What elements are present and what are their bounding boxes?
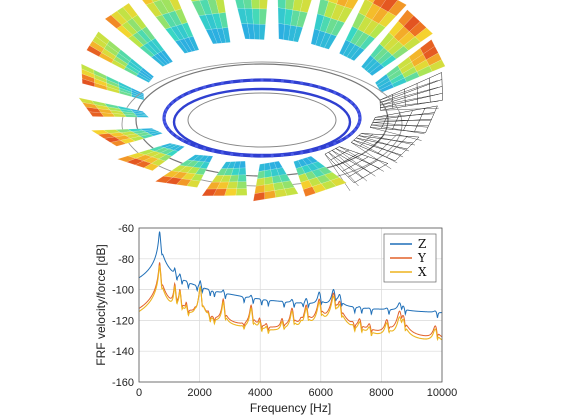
- blade: [116, 142, 186, 171]
- y-tick-label: -140: [112, 346, 134, 358]
- y-axis-ticks: -60 -80 -100 -120 -140 -160: [112, 223, 134, 389]
- blade: [78, 97, 150, 118]
- x-tick-label: 8000: [369, 387, 393, 399]
- blade: [361, 9, 434, 76]
- blade: [324, 146, 388, 191]
- plot-frame: [138, 227, 443, 383]
- y-tick-label: -120: [112, 315, 134, 327]
- legend-label-z: Z: [418, 237, 426, 251]
- legend-label-x: X: [418, 265, 427, 279]
- y-tick-label: -100: [112, 285, 134, 297]
- blade: [253, 160, 299, 202]
- x-axis-label: Frequency [Hz]: [250, 401, 331, 415]
- x-tick-label: 4000: [248, 387, 272, 399]
- blade: [293, 155, 347, 197]
- y-tick-label: -160: [112, 377, 134, 389]
- legend: ZYX: [383, 233, 437, 283]
- x-tick-label: 2000: [187, 387, 211, 399]
- series-y-line: [138, 262, 443, 339]
- blade: [154, 154, 214, 188]
- blade: [141, 0, 200, 54]
- blade: [201, 160, 248, 197]
- x-tick-label: 10000: [427, 387, 458, 399]
- blade: [277, 0, 312, 43]
- blade: [86, 31, 155, 83]
- y-tick-label: -80: [118, 254, 134, 266]
- y-tick-label: -60: [118, 223, 134, 235]
- blade: [351, 133, 420, 170]
- blade: [379, 72, 443, 111]
- blade: [369, 105, 438, 141]
- blade-wheel-mode-shape: [78, 0, 446, 202]
- x-axis-ticks: 0 2000 4000 6000 8000 10000: [136, 387, 457, 399]
- legend-label-y: Y: [417, 251, 427, 265]
- blade: [190, 0, 231, 45]
- blade: [374, 39, 446, 93]
- chart-series-lines: [138, 231, 443, 342]
- blade: [310, 0, 359, 50]
- y-axis-label: FRF velocity/force [dB]: [94, 244, 108, 365]
- series-x-line: [138, 265, 443, 342]
- x-tick-label: 0: [136, 387, 142, 399]
- x-tick-label: 6000: [309, 387, 333, 399]
- blade: [90, 128, 164, 147]
- blade: [339, 0, 407, 62]
- series-z-line: [138, 231, 443, 319]
- blade: [104, 2, 174, 67]
- blade: [235, 0, 268, 40]
